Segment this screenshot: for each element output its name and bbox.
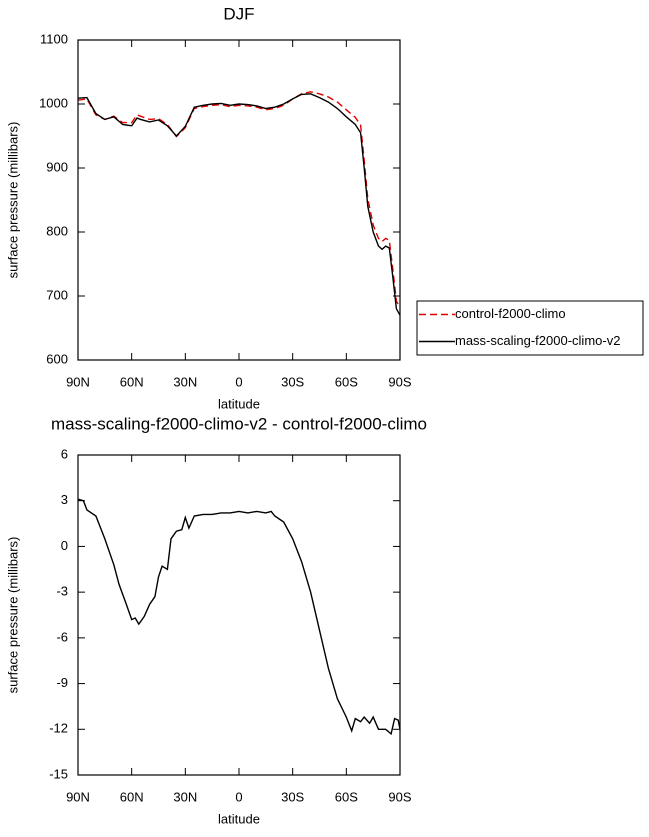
x-tick-label: 90S bbox=[388, 374, 411, 389]
x-tick-label: 60N bbox=[120, 789, 144, 804]
y-tick-label: -3 bbox=[56, 584, 68, 599]
chart-title: mass-scaling-f2000-climo-v2 - control-f2… bbox=[51, 414, 427, 433]
plot-frame bbox=[77, 454, 401, 776]
y-tick-label: -15 bbox=[49, 766, 68, 781]
y-tick-label: 0 bbox=[61, 538, 68, 553]
x-tick-label: 60S bbox=[335, 374, 358, 389]
y-tick-label: 1100 bbox=[40, 31, 68, 46]
data-line bbox=[77, 91, 401, 308]
x-tick-label: 60N bbox=[120, 374, 144, 389]
x-axis-title: latitude bbox=[218, 811, 260, 826]
data-line bbox=[77, 93, 401, 316]
y-tick-label: 700 bbox=[46, 287, 68, 302]
y-axis-title: surface pressure (millibars) bbox=[5, 537, 20, 694]
legend-label: mass-scaling-f2000-climo-v2 bbox=[455, 333, 620, 348]
x-tick-label: 60S bbox=[335, 789, 358, 804]
x-axis-title: latitude bbox=[218, 396, 260, 411]
plot-frame bbox=[77, 39, 401, 361]
x-tick-label: 90N bbox=[66, 374, 90, 389]
y-tick-label: -9 bbox=[56, 675, 68, 690]
x-tick-label: 30S bbox=[281, 374, 304, 389]
x-tick-label: 90N bbox=[66, 789, 90, 804]
x-tick-label: 30N bbox=[173, 789, 197, 804]
x-tick-label: 30S bbox=[281, 789, 304, 804]
chart-title: DJF bbox=[223, 4, 254, 23]
legend-label: control-f2000-climo bbox=[455, 306, 566, 321]
y-tick-label: 800 bbox=[46, 223, 68, 238]
y-tick-label: 1000 bbox=[39, 95, 68, 110]
x-tick-label: 90S bbox=[388, 789, 411, 804]
legend-box bbox=[416, 300, 644, 356]
y-tick-label: -6 bbox=[56, 629, 68, 644]
x-tick-label: 30N bbox=[173, 374, 197, 389]
data-line bbox=[77, 498, 401, 736]
x-tick-label: 0 bbox=[235, 789, 242, 804]
y-tick-label: 3 bbox=[61, 492, 68, 507]
y-axis-title: surface pressure (millibars) bbox=[5, 122, 20, 279]
x-tick-label: 0 bbox=[235, 374, 242, 389]
y-tick-label: 6 bbox=[61, 446, 68, 461]
y-tick-label: 900 bbox=[46, 159, 68, 174]
y-tick-label: 600 bbox=[46, 351, 68, 366]
y-tick-label: -12 bbox=[49, 721, 68, 736]
